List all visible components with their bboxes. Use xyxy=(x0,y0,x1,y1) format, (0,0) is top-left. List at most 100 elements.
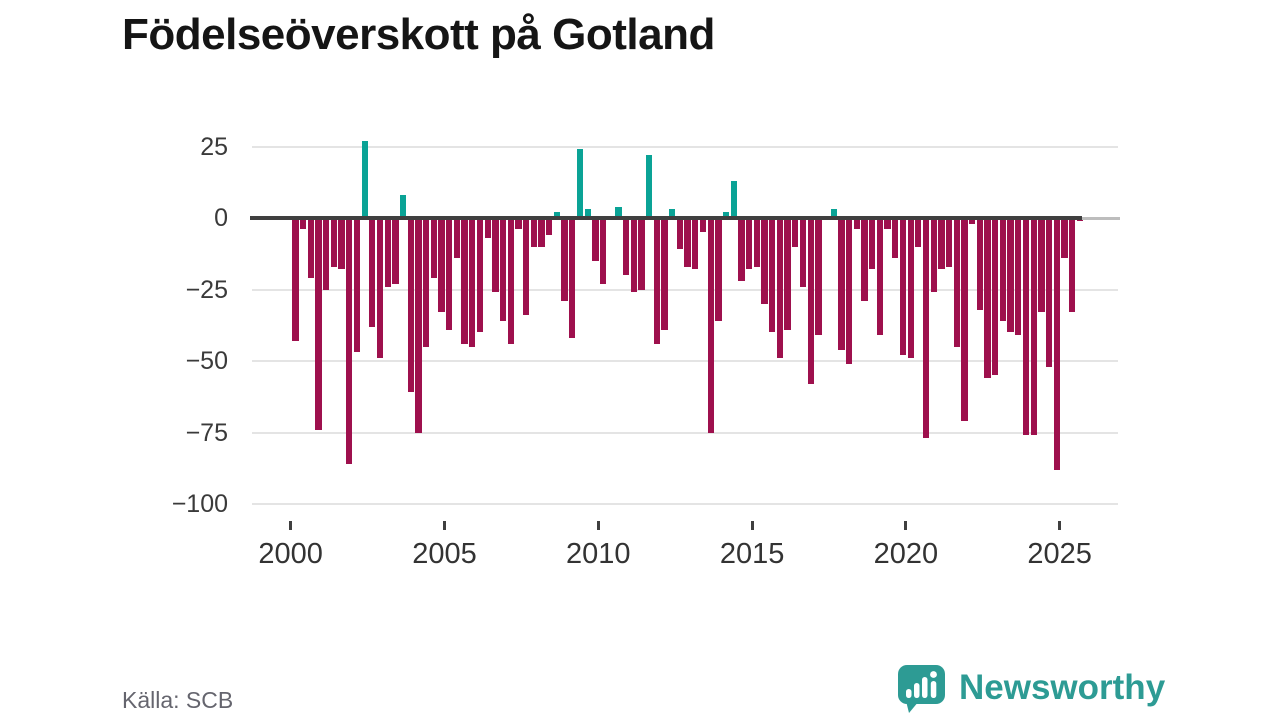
bar-2012Q3 xyxy=(676,218,684,250)
bar-2005Q2 xyxy=(453,218,461,259)
bar-2001Q2 xyxy=(330,218,338,267)
x-tick-label: 2015 xyxy=(719,538,785,570)
bar-2006Q2 xyxy=(484,218,491,239)
bar-2009Q4 xyxy=(592,218,599,261)
chart-title: Födelseöverskott på Gotland xyxy=(122,10,715,59)
bar-2008Q2 xyxy=(546,218,553,236)
bar-2024Q2 xyxy=(1038,218,1045,313)
y-tick-label: 25 xyxy=(200,132,228,161)
bar-2011Q3 xyxy=(646,155,653,218)
gridline xyxy=(252,288,1118,291)
x-tick-mark xyxy=(289,521,293,530)
bar-2011Q4 xyxy=(653,218,661,344)
bar-2017Q1 xyxy=(815,218,822,336)
bar-2002Q3 xyxy=(369,218,376,327)
bar-2017Q4 xyxy=(838,218,845,350)
bar-2003Q2 xyxy=(392,218,399,284)
bar-2020Q2 xyxy=(915,218,922,247)
bar-2006Q1 xyxy=(476,218,484,333)
bar-2013Q4 xyxy=(715,218,722,321)
bar-2018Q2 xyxy=(853,218,860,230)
bar-2021Q3 xyxy=(953,218,960,347)
bar-2009Q1 xyxy=(569,218,576,339)
bar-2003Q4 xyxy=(407,218,414,393)
bar-2023Q3 xyxy=(1015,218,1022,336)
x-tick-mark xyxy=(904,521,908,530)
bar-2019Q1 xyxy=(876,218,884,336)
bar-2021Q2 xyxy=(945,218,953,267)
bar-2017Q3 xyxy=(830,209,837,218)
bar-2016Q3 xyxy=(799,218,807,287)
bar-2004Q4 xyxy=(438,218,445,313)
bar-2008Q1 xyxy=(538,218,545,247)
bar-2021Q1 xyxy=(938,218,945,270)
bar-2003Q1 xyxy=(384,218,391,287)
bar-2016Q2 xyxy=(792,218,799,247)
bar-2010Q3 xyxy=(615,206,622,218)
bar-2004Q3 xyxy=(430,218,438,279)
bar-2011Q2 xyxy=(638,218,645,290)
bar-2000Q3 xyxy=(307,218,314,279)
bar-2005Q4 xyxy=(469,218,476,347)
gridline xyxy=(252,360,1118,362)
bar-2024Q3 xyxy=(1045,218,1053,367)
zero-axis-line xyxy=(250,216,1082,220)
bar-2015Q2 xyxy=(761,218,768,304)
plot-area xyxy=(250,130,1120,520)
newsworthy-logo-text: Newsworthy xyxy=(959,668,1166,707)
bar-2025Q2 xyxy=(1068,218,1076,313)
bar-2004Q1 xyxy=(415,218,422,433)
x-tick-label: 2000 xyxy=(258,538,323,570)
bar-2018Q4 xyxy=(869,218,876,270)
bar-2012Q2 xyxy=(669,209,676,218)
bar-2022Q1 xyxy=(969,218,976,224)
bar-2021Q4 xyxy=(961,218,968,422)
bar-2003Q3 xyxy=(399,195,407,218)
x-tick-label: 2020 xyxy=(873,538,939,570)
bar-2013Q3 xyxy=(707,218,714,433)
y-tick-label: −75 xyxy=(185,418,228,447)
bar-2019Q4 xyxy=(899,218,907,356)
bar-2013Q1 xyxy=(692,218,699,270)
bar-2012Q4 xyxy=(684,218,691,267)
bar-2023Q1 xyxy=(999,218,1007,321)
bar-2000Q1 xyxy=(292,218,299,341)
bar-2001Q4 xyxy=(346,218,353,464)
x-tick-mark xyxy=(1058,521,1062,530)
bar-2008Q4 xyxy=(561,218,568,301)
bar-2005Q1 xyxy=(446,218,453,330)
bar-2004Q2 xyxy=(423,218,430,347)
bar-2008Q3 xyxy=(553,212,561,218)
bar-2024Q1 xyxy=(1030,218,1037,436)
gridline xyxy=(252,145,1118,148)
newsworthy-logo-icon xyxy=(898,665,945,713)
bar-2009Q2 xyxy=(576,149,584,218)
bar-2014Q1 xyxy=(722,212,730,218)
x-tick-label: 2025 xyxy=(1027,538,1092,570)
y-tick-label: −100 xyxy=(171,490,228,518)
gridline xyxy=(252,503,1118,505)
bar-2018Q3 xyxy=(861,218,868,301)
bar-2015Q3 xyxy=(769,218,776,333)
bar-2015Q1 xyxy=(753,218,760,267)
bar-2014Q2 xyxy=(730,180,737,218)
bar-2000Q4 xyxy=(315,218,322,430)
y-tick-label: −25 xyxy=(185,275,228,304)
bar-2020Q3 xyxy=(922,218,930,439)
x-tick-mark xyxy=(596,521,600,530)
bar-2002Q4 xyxy=(376,218,384,359)
x-tick-label: 2010 xyxy=(566,538,631,570)
bar-2024Q4 xyxy=(1053,218,1060,470)
bar-2019Q2 xyxy=(884,218,891,230)
bar-2007Q1 xyxy=(507,218,514,344)
bar-2002Q1 xyxy=(353,218,361,353)
bar-2001Q3 xyxy=(338,218,345,270)
bar-2022Q3 xyxy=(984,218,991,379)
bar-2020Q1 xyxy=(907,218,914,359)
y-tick-label: −50 xyxy=(185,347,228,375)
bar-2012Q1 xyxy=(661,218,668,330)
bar-2015Q4 xyxy=(776,218,784,359)
bar-2002Q2 xyxy=(361,140,368,218)
bar-2007Q2 xyxy=(515,218,522,230)
